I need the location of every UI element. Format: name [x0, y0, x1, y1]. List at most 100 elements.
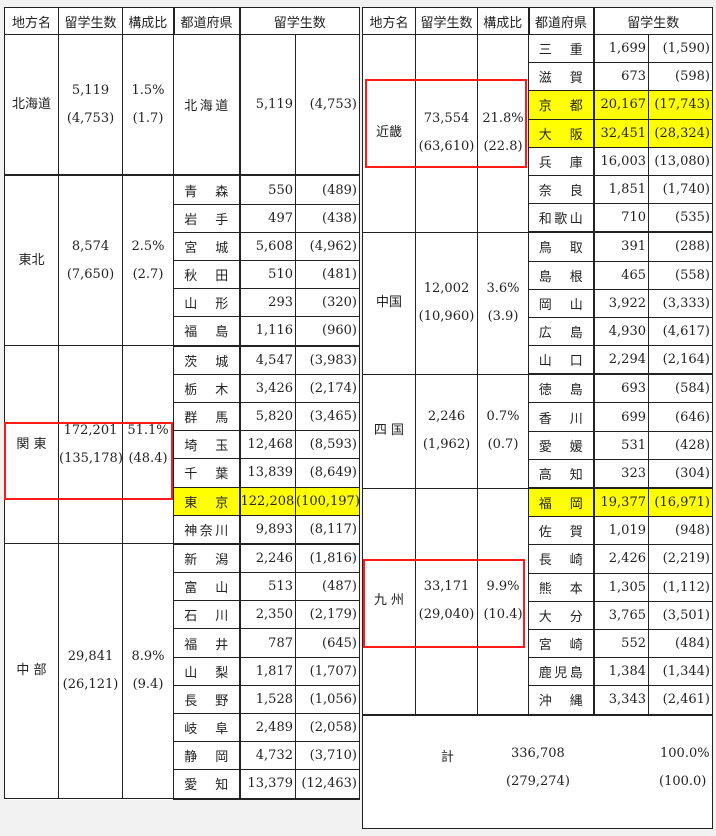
region-count: 29,841 (26,121): [58, 543, 123, 800]
header-ratio: 構成比: [122, 7, 174, 35]
prefecture-previous-count: (584): [647, 373, 714, 404]
region-name: 九 州: [362, 487, 416, 715]
total-ratio: 100.0%: [660, 745, 710, 761]
prefecture-row: 中 部 29,841 (26,121) 8.9% (9.4) 新潟 2,246 (1,816): [4, 543, 361, 800]
prefecture-row: 神奈川 9,893 (8,117): [5, 514, 361, 545]
prefecture-name-text: 鳥取: [538, 241, 583, 257]
prefecture-row: 香川 699 (646): [363, 402, 714, 432]
prefecture-count: 497: [239, 203, 296, 233]
prefecture-name: 北海道: [173, 34, 241, 177]
prefecture-row: 鹿児島 1,384 (1,344): [363, 657, 714, 687]
prefecture-row: 福島 1,116 (960): [5, 316, 361, 347]
prefecture-previous-count: (4,962): [294, 231, 361, 262]
prefecture-count: 2,294: [593, 345, 649, 376]
prefecture-row: 和歌山 710 (535): [363, 203, 714, 234]
prefecture-name-text: 長崎: [538, 553, 583, 569]
prefecture-name-text: 徳島: [538, 383, 583, 399]
prefecture-previous-count: (3,983): [294, 345, 361, 375]
prefecture-name: 和歌山: [528, 203, 595, 234]
prefecture-name-text: 岐阜: [184, 722, 229, 738]
prefecture-row: 熊本 1,305 (1,112): [363, 572, 714, 602]
region-count-current: 5,119: [71, 82, 110, 98]
prefecture-name: 愛媛: [528, 430, 595, 460]
region-ratio-previous: (3.9): [487, 309, 519, 325]
prefecture-name: 長野: [173, 684, 241, 715]
prefecture-previous-count: (2,164): [647, 345, 714, 376]
prefecture-row: 静岡 4,732 (3,710): [5, 741, 361, 771]
header-region: 地方名: [4, 7, 59, 35]
region-count-previous: (29,040): [418, 607, 475, 622]
prefecture-count: 32,451: [593, 118, 649, 148]
prefecture-name-text: 埼玉: [184, 439, 229, 455]
region-ratio: 8.9% (9.4): [122, 543, 174, 800]
prefecture-row: 愛媛 531 (428): [363, 430, 714, 460]
prefecture-name: 静岡: [173, 741, 241, 771]
prefecture-previous-count: (558): [647, 260, 714, 290]
header-count: 留学生数: [415, 7, 478, 35]
prefecture-row: 滋賀 673 (598): [363, 62, 714, 92]
prefecture-name: 鹿児島: [528, 657, 595, 687]
prefecture-row: 京都 20,167 (17,743): [363, 90, 714, 120]
prefecture-count: 1,116: [239, 316, 296, 347]
prefecture-name: 福島: [173, 316, 241, 347]
region-name: 東北: [4, 174, 59, 347]
prefecture-name-text: 石川: [184, 609, 229, 625]
prefecture-previous-count: (535): [647, 203, 714, 234]
prefecture-name-text: 兵庫: [538, 155, 583, 171]
prefecture-name: 新潟: [173, 543, 241, 574]
prefecture-previous-count: (17,743): [647, 90, 714, 120]
prefecture-count: 19,377: [593, 487, 649, 518]
prefecture-previous-count: (1,707): [294, 656, 361, 686]
prefecture-name: 鳥取: [528, 231, 595, 262]
prefecture-name: 宮城: [173, 231, 241, 262]
prefecture-name: 福岡: [528, 487, 595, 518]
prefecture-name: 岐阜: [173, 712, 241, 743]
total-prev-ratio: (100.0): [659, 773, 707, 789]
header-row: 地方名 留学生数 構成比 都道府県 留学生数: [362, 7, 714, 35]
prefecture-previous-count: (304): [647, 458, 714, 489]
prefecture-count: 391: [593, 231, 649, 262]
prefecture-count: 2,489: [239, 712, 296, 743]
region-ratio: 9.9% (10.4): [477, 487, 529, 715]
prefecture-count: 122,208: [239, 486, 296, 516]
prefecture-count: 2,426: [593, 544, 649, 574]
prefecture-row: 山形 293 (320): [5, 288, 361, 318]
prefecture-count: 1,019: [593, 516, 649, 546]
prefecture-previous-count: (13,080): [647, 146, 714, 176]
prefecture-row: 群馬 5,820 (3,465): [5, 401, 361, 432]
prefecture-previous-count: (598): [647, 62, 714, 92]
prefecture-previous-count: (1,344): [647, 657, 714, 687]
prefecture-previous-count: (12,463): [294, 769, 361, 800]
prefecture-name: 三重: [528, 33, 595, 64]
region-ratio-previous: (9.4): [132, 677, 164, 693]
prefecture-row: 愛知 13,379 (12,463): [5, 769, 361, 800]
prefecture-name-text: 高知: [538, 467, 583, 483]
region-ratio-previous: (10.4): [483, 607, 523, 622]
prefecture-previous-count: (4,753): [294, 34, 361, 177]
prefecture-name-text: 福岡: [538, 497, 583, 513]
prefecture-name: 岡山: [528, 288, 595, 318]
prefecture-count: 2,246: [239, 543, 296, 574]
prefecture-name: 香川: [528, 402, 595, 432]
prefecture-count: 13,839: [239, 458, 296, 488]
prefecture-count: 710: [593, 203, 649, 234]
prefecture-row: 兵庫 16,003 (13,080): [363, 146, 714, 176]
prefecture-name: 秋田: [173, 259, 241, 290]
prefecture-name: 佐賀: [528, 516, 595, 546]
prefecture-previous-count: (960): [294, 316, 361, 347]
prefecture-row: 岩手 497 (438): [5, 203, 361, 233]
prefecture-count: 2,350: [239, 600, 296, 630]
prefecture-count: 510: [239, 259, 296, 290]
prefecture-count: 3,343: [593, 685, 649, 716]
prefecture-row: 福井 787 (645): [5, 628, 361, 658]
prefecture-row: 中国 12,002 (10,960) 3.6% (3.9) 鳥取 391 (288): [362, 231, 714, 375]
prefecture-previous-count: (1,056): [294, 684, 361, 715]
prefecture-previous-count: (2,461): [647, 685, 714, 716]
prefecture-previous-count: (1,740): [647, 174, 714, 205]
prefecture-previous-count: (2,174): [294, 373, 361, 403]
prefecture-previous-count: (1,816): [294, 543, 361, 574]
prefecture-name-text: 熊本: [538, 581, 583, 597]
prefecture-previous-count: (3,333): [647, 288, 714, 318]
prefecture-name-text: 山形: [184, 297, 229, 313]
prefecture-name-text: 青森: [184, 184, 229, 200]
